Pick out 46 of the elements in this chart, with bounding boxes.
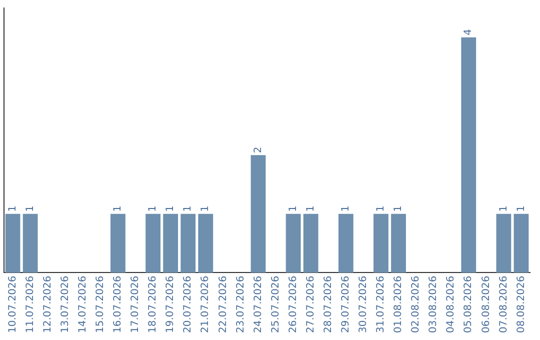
data-label: 1 <box>340 206 352 212</box>
x-tick-label: 02.08.2026 <box>410 276 422 334</box>
x-tick-label: 28.07.2026 <box>322 276 334 334</box>
x-tick-label: 25.07.2026 <box>270 276 282 334</box>
data-label: 1 <box>200 206 212 212</box>
data-label: 1 <box>393 206 404 212</box>
x-tick-label: 26.07.2026 <box>288 276 299 334</box>
data-label: 1 <box>498 206 510 212</box>
x-tick-label: 05.08.2026 <box>463 276 474 334</box>
x-tick-label: 20.07.2026 <box>182 276 194 334</box>
x-tick-label: 04.08.2026 <box>446 276 457 334</box>
data-label: 1 <box>112 206 124 212</box>
x-tick-label: 18.07.2026 <box>148 276 159 334</box>
x-tick-label: 27.07.2026 <box>305 276 316 334</box>
x-tick-label: 29.07.2026 <box>340 276 352 334</box>
data-label: 1 <box>516 206 527 212</box>
x-tick-label: 14.07.2026 <box>77 276 88 334</box>
x-tick-label: 11.07.2026 <box>24 276 36 334</box>
x-tick-label: 10.07.2026 <box>7 276 18 334</box>
data-label: 1 <box>305 206 316 212</box>
data-label: 1 <box>148 206 159 212</box>
x-tick-label: 23.07.2026 <box>235 276 246 334</box>
data-label: 2 <box>252 146 264 154</box>
x-tick-label: 31.07.2026 <box>376 276 387 334</box>
x-tick-label: 17.07.2026 <box>130 276 142 334</box>
x-tick-label: 15.07.2026 <box>95 276 106 334</box>
data-label: 1 <box>7 206 18 212</box>
x-tick-label: 06.08.2026 <box>480 276 492 334</box>
data-label: 1 <box>182 206 194 212</box>
data-label: 1 <box>288 206 299 212</box>
x-tick-label: 30.07.2026 <box>358 276 370 334</box>
x-tick-label: 22.07.2026 <box>218 276 229 334</box>
x-tick-label: 16.07.2026 <box>112 276 124 334</box>
x-tick-label: 21.07.2026 <box>200 276 212 334</box>
x-tick-label: 08.08.2026 <box>516 276 527 334</box>
x-tick-label: 07.08.2026 <box>498 276 510 334</box>
x-tick-label: 24.07.2026 <box>252 276 264 334</box>
data-label: 1 <box>376 206 387 212</box>
data-label: 1 <box>24 206 36 212</box>
x-tick-label: 12.07.2026 <box>42 276 54 334</box>
data-label: 4 <box>463 29 474 36</box>
x-tick-label: 13.07.2026 <box>60 276 71 334</box>
x-tick-label: 01.08.2026 <box>393 276 404 334</box>
x-tick-label: 19.07.2026 <box>165 276 176 334</box>
x-tick-label: 03.08.2026 <box>428 276 440 334</box>
data-label: 1 <box>165 206 176 212</box>
